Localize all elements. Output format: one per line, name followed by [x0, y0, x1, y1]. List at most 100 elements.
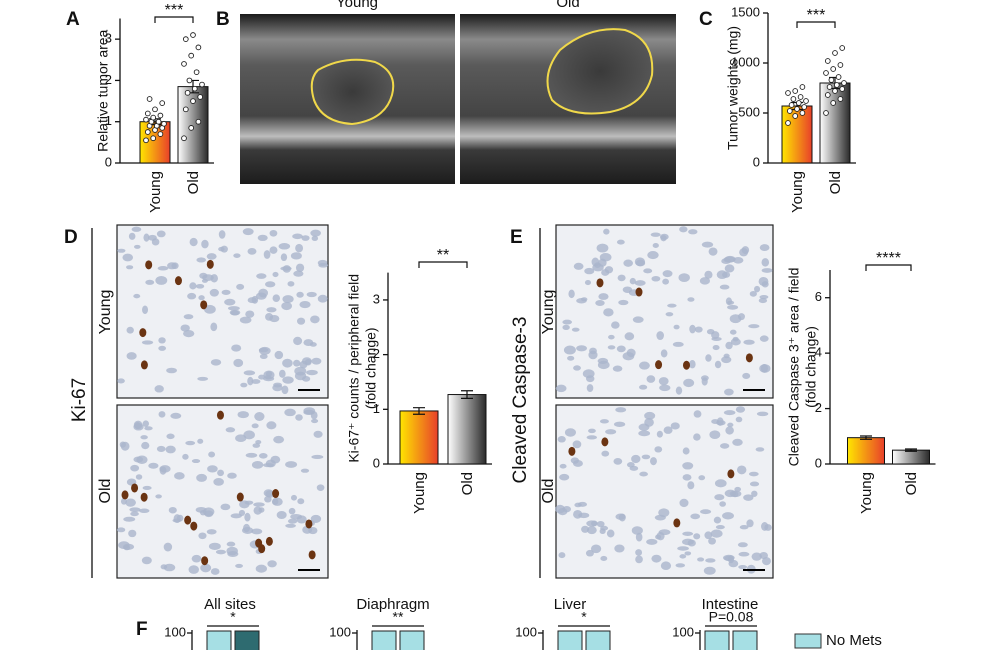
data-point: [837, 62, 844, 68]
cell: [317, 294, 328, 303]
data-point: [837, 96, 844, 102]
cell: [276, 510, 287, 520]
cell: [310, 514, 322, 523]
bar: [819, 82, 851, 164]
data-point: [823, 70, 829, 76]
cell: [679, 554, 687, 559]
row-label: Old: [97, 479, 114, 504]
cell: [592, 263, 604, 272]
cell: [257, 234, 268, 242]
cell: [582, 369, 595, 379]
cell: [708, 247, 718, 256]
data-point: [143, 116, 149, 123]
cell: [295, 414, 303, 421]
cell: [309, 342, 317, 347]
row-label: Ki-67: [69, 378, 90, 422]
cell: [703, 566, 716, 575]
cell: [724, 264, 735, 273]
data-point: [193, 69, 200, 76]
cell: [618, 513, 626, 522]
data-point: [159, 100, 166, 106]
cell: [764, 524, 772, 531]
cell: [290, 494, 298, 501]
cell: [209, 288, 219, 297]
panel-letter: F: [136, 619, 148, 640]
cell: [226, 541, 236, 547]
cell: [282, 376, 294, 384]
data-point: [792, 88, 799, 94]
legend-label: No Mets: [826, 632, 882, 649]
panel-letter: E: [510, 227, 523, 248]
cell: [634, 257, 646, 267]
cell: [694, 326, 703, 333]
stained-cell: [601, 437, 609, 447]
cell: [611, 321, 620, 329]
histology: [116, 404, 329, 579]
cell: [704, 531, 713, 540]
cell: [183, 314, 194, 320]
cell: [200, 563, 212, 573]
stained-cell: [184, 515, 192, 525]
cell: [242, 228, 254, 236]
cell: [714, 494, 725, 501]
bar: [847, 437, 885, 465]
cell: [682, 531, 694, 536]
cell: [635, 532, 643, 542]
cell: [191, 554, 202, 563]
cell: [660, 561, 672, 571]
cell: [654, 514, 666, 521]
cell: [195, 283, 205, 289]
y-tick-label: 3: [373, 291, 380, 306]
significance: *: [230, 609, 236, 625]
cell: [183, 329, 195, 338]
bar: [177, 86, 209, 164]
cell: [120, 498, 127, 505]
stained-cell: [140, 492, 148, 502]
data-point: [143, 137, 149, 144]
cell: [706, 329, 715, 335]
cell: [233, 253, 241, 258]
y-tick-label: 100: [164, 624, 186, 639]
histology-images: [116, 224, 774, 579]
cell: [608, 334, 615, 340]
cell: [141, 441, 150, 450]
cell: [263, 250, 271, 259]
cell: [749, 290, 757, 297]
data-point: [801, 104, 808, 110]
significance: *: [581, 609, 587, 625]
cell: [581, 525, 590, 533]
cell: [585, 549, 594, 557]
panel-letter: A: [66, 9, 80, 30]
cell: [220, 503, 231, 511]
cell: [651, 554, 662, 563]
stained-cell: [727, 469, 735, 479]
cell: [299, 360, 308, 369]
cell: [208, 451, 216, 458]
cell: [682, 462, 694, 470]
cell: [634, 280, 646, 286]
cell: [730, 338, 741, 346]
cell: [588, 350, 598, 360]
cell: [253, 506, 262, 515]
row-label: Cleaved Caspase-3: [510, 317, 531, 484]
cell: [129, 507, 141, 513]
cell: [243, 370, 256, 376]
cell: [238, 509, 246, 516]
cell: [269, 229, 278, 237]
cell: [272, 271, 279, 278]
cell: [716, 417, 724, 426]
cell: [155, 494, 162, 499]
cell: [615, 407, 627, 413]
cell: [614, 544, 625, 553]
cell: [206, 253, 217, 260]
cell: [629, 277, 636, 285]
cell: [166, 433, 175, 440]
cell: [596, 521, 605, 528]
cell: [254, 412, 265, 421]
error-bar: [413, 407, 425, 415]
cell: [210, 359, 222, 366]
significance: **: [393, 609, 404, 625]
data-point: [841, 80, 847, 86]
cell: [673, 324, 680, 330]
